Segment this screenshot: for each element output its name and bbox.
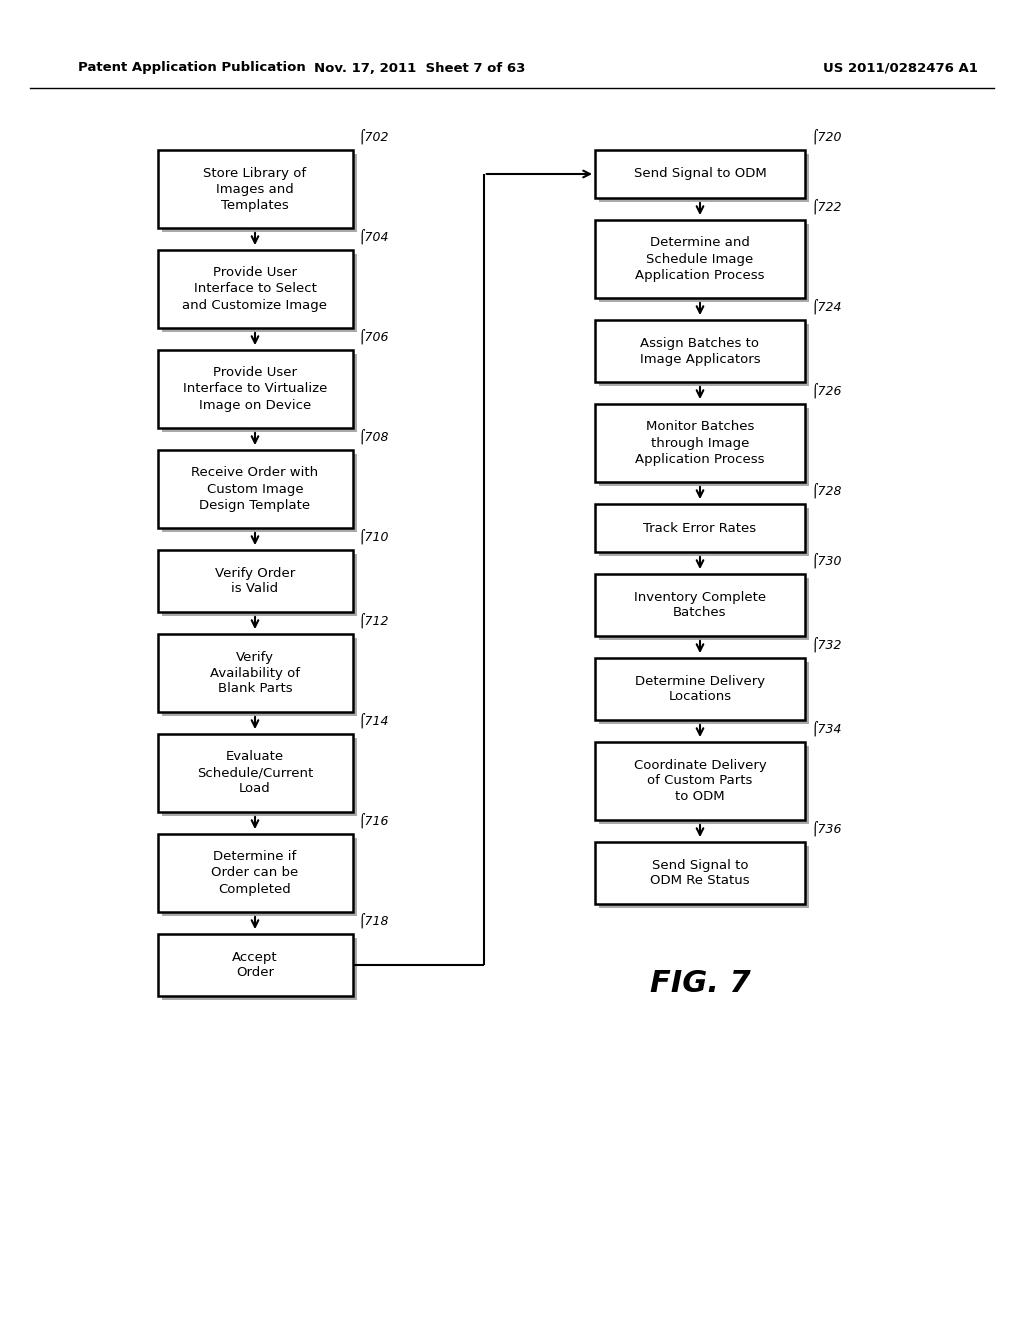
Bar bbox=[162, 253, 356, 333]
Bar bbox=[162, 939, 356, 1001]
Bar bbox=[599, 663, 809, 723]
Bar bbox=[162, 738, 356, 816]
Bar bbox=[599, 408, 809, 486]
Bar bbox=[158, 935, 352, 997]
Text: ⌠726: ⌠726 bbox=[811, 383, 842, 399]
Text: FIG. 7: FIG. 7 bbox=[649, 969, 751, 998]
Text: Patent Application Publication: Patent Application Publication bbox=[78, 62, 306, 74]
Text: ⌠702: ⌠702 bbox=[358, 128, 389, 144]
Bar bbox=[599, 746, 809, 824]
Text: ⌠716: ⌠716 bbox=[358, 813, 389, 828]
Text: Store Library of
Images and
Templates: Store Library of Images and Templates bbox=[204, 166, 306, 211]
Text: US 2011/0282476 A1: US 2011/0282476 A1 bbox=[822, 62, 978, 74]
Text: Verify Order
is Valid: Verify Order is Valid bbox=[215, 566, 295, 595]
Text: ⌠736: ⌠736 bbox=[811, 821, 842, 836]
Bar bbox=[158, 734, 352, 812]
Text: Receive Order with
Custom Image
Design Template: Receive Order with Custom Image Design T… bbox=[191, 466, 318, 511]
Bar bbox=[158, 550, 352, 612]
Bar bbox=[158, 834, 352, 912]
Text: Determine Delivery
Locations: Determine Delivery Locations bbox=[635, 675, 765, 704]
Text: ⌠710: ⌠710 bbox=[358, 528, 389, 544]
Text: Send Signal to
ODM Re Status: Send Signal to ODM Re Status bbox=[650, 858, 750, 887]
Text: Accept
Order: Accept Order bbox=[232, 950, 278, 979]
Bar bbox=[162, 638, 356, 715]
Text: ⌠704: ⌠704 bbox=[358, 228, 389, 244]
Text: ⌠724: ⌠724 bbox=[811, 298, 842, 314]
Text: Track Error Rates: Track Error Rates bbox=[643, 521, 757, 535]
Text: ⌠714: ⌠714 bbox=[358, 713, 389, 729]
Bar bbox=[158, 249, 352, 327]
Text: Determine and
Schedule Image
Application Process: Determine and Schedule Image Application… bbox=[635, 236, 765, 281]
Bar bbox=[595, 842, 805, 904]
Bar bbox=[595, 150, 805, 198]
Text: Provide User
Interface to Select
and Customize Image: Provide User Interface to Select and Cus… bbox=[182, 267, 328, 312]
Bar bbox=[595, 504, 805, 552]
Bar bbox=[162, 554, 356, 616]
Bar bbox=[599, 508, 809, 556]
Text: ⌠706: ⌠706 bbox=[358, 329, 389, 345]
Text: ⌠718: ⌠718 bbox=[358, 912, 389, 928]
Text: ⌠712: ⌠712 bbox=[358, 612, 389, 628]
Text: Determine if
Order can be
Completed: Determine if Order can be Completed bbox=[211, 850, 299, 895]
Text: ⌠730: ⌠730 bbox=[811, 553, 842, 568]
Bar bbox=[158, 450, 352, 528]
Bar bbox=[599, 846, 809, 908]
Text: Verify
Availability of
Blank Parts: Verify Availability of Blank Parts bbox=[210, 651, 300, 696]
Text: ⌠720: ⌠720 bbox=[811, 128, 842, 144]
Bar bbox=[599, 154, 809, 202]
Text: Provide User
Interface to Virtualize
Image on Device: Provide User Interface to Virtualize Ima… bbox=[183, 367, 328, 412]
Bar bbox=[162, 154, 356, 232]
Text: Nov. 17, 2011  Sheet 7 of 63: Nov. 17, 2011 Sheet 7 of 63 bbox=[314, 62, 525, 74]
Bar bbox=[599, 224, 809, 302]
Text: ⌠708: ⌠708 bbox=[358, 429, 389, 444]
Bar bbox=[595, 220, 805, 298]
Bar bbox=[162, 838, 356, 916]
Bar bbox=[158, 150, 352, 228]
Bar bbox=[595, 319, 805, 381]
Bar bbox=[599, 323, 809, 385]
Bar bbox=[158, 350, 352, 428]
Text: Monitor Batches
through Image
Application Process: Monitor Batches through Image Applicatio… bbox=[635, 421, 765, 466]
Text: Coordinate Delivery
of Custom Parts
to ODM: Coordinate Delivery of Custom Parts to O… bbox=[634, 759, 766, 804]
Text: Assign Batches to
Image Applicators: Assign Batches to Image Applicators bbox=[640, 337, 760, 366]
Text: Send Signal to ODM: Send Signal to ODM bbox=[634, 168, 766, 181]
Bar bbox=[162, 454, 356, 532]
Text: Inventory Complete
Batches: Inventory Complete Batches bbox=[634, 590, 766, 619]
Bar bbox=[162, 354, 356, 432]
Bar bbox=[595, 742, 805, 820]
Bar bbox=[158, 634, 352, 711]
Text: ⌠728: ⌠728 bbox=[811, 483, 842, 498]
Text: ⌠734: ⌠734 bbox=[811, 721, 842, 737]
Bar bbox=[599, 578, 809, 640]
Text: ⌠732: ⌠732 bbox=[811, 636, 842, 652]
Text: Evaluate
Schedule/Current
Load: Evaluate Schedule/Current Load bbox=[197, 751, 313, 796]
Bar bbox=[595, 574, 805, 636]
Bar bbox=[595, 404, 805, 482]
Text: ⌠722: ⌠722 bbox=[811, 198, 842, 214]
Bar bbox=[595, 657, 805, 719]
